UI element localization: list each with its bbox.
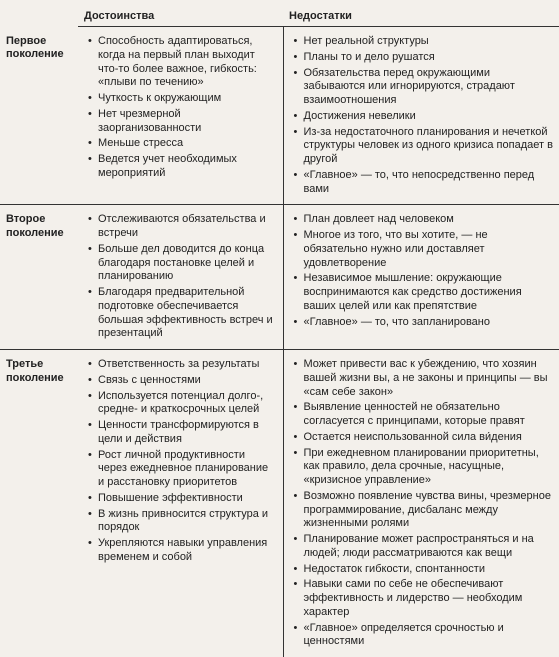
list-item: В жизнь привносится структура и порядок (98, 508, 277, 536)
list-item: Отслеживаются обязательства и встречи (98, 213, 277, 241)
list-item: Рост личной продуктивности через ежеднев… (98, 449, 277, 490)
list-item: Нет реальной структуры (304, 35, 554, 49)
list-item: Укрепляются навыки управления временем и… (98, 537, 277, 565)
header-empty (0, 0, 78, 27)
list-item: «Главное» — то, что непосредственно пере… (304, 169, 554, 197)
list-item: План довлеет над человеком (304, 213, 554, 227)
list-item: Недостаток гибкости, спонтанности (304, 563, 554, 577)
list-item: Планирование может распространяться и на… (304, 533, 554, 561)
list-item: Связь с ценностями (98, 374, 277, 388)
list-item: Обязательства перед окружающими забывают… (304, 67, 554, 108)
header-advantages: Достоинства (78, 0, 283, 27)
list-item: Независимое мышление: окружающие восприн… (304, 272, 554, 313)
list-item: Используется потенциал долго-, средне- и… (98, 390, 277, 418)
list-item: «Главное» определяется срочностью и ценн… (304, 622, 554, 650)
list-item: При ежедневном планировании приоритетны,… (304, 447, 554, 488)
row-gen1: Первое поколение Способность адаптироват… (0, 27, 559, 205)
list-item: Нет чрезмерной заорганизованности (98, 108, 277, 136)
list-item: Многое из того, что вы хотите, — не обяз… (304, 229, 554, 270)
cell-gen3-adv: Ответственность за результаты Связь с це… (78, 350, 283, 657)
list-item: Ответственность за результаты (98, 358, 277, 372)
cell-gen2-adv: Отслеживаются обязательства и встречи Бо… (78, 205, 283, 350)
rowlabel-gen3: Третье поколение (0, 350, 78, 657)
list-item: Способность адаптироваться, когда на пер… (98, 35, 277, 90)
list-item: Достижения невелики (304, 110, 554, 124)
list-item: Ведется учет необходимых мероприятий (98, 153, 277, 181)
list-item: «Главное» — то, что запланировано (304, 316, 554, 330)
list-item: Навыки сами по себе не обеспечивают эффе… (304, 578, 554, 619)
row-gen2: Второе поколение Отслеживаются обязатель… (0, 205, 559, 350)
list-item: Может привести вас к убеждению, что хозя… (304, 358, 554, 399)
rowlabel-gen1: Первое поколение (0, 27, 78, 205)
list-item: Чуткость к окружающим (98, 92, 277, 106)
row-gen3: Третье поколение Ответственность за резу… (0, 350, 559, 657)
header-disadvantages: Недостатки (283, 0, 559, 27)
list-item: Возможно появление чувства вины, чрезмер… (304, 490, 554, 531)
generations-table: Достоинства Недостатки Первое поколение … (0, 0, 559, 657)
list-item: Остается неиспользованной сила ви́дения (304, 431, 554, 445)
list-item: Повышение эффективности (98, 492, 277, 506)
cell-gen3-dis: Может привести вас к убеждению, что хозя… (283, 350, 559, 657)
list-item: Планы то и дело рушатся (304, 51, 554, 65)
list-item: Больше дел доводится до конца благодаря … (98, 243, 277, 284)
list-item: Меньше стресса (98, 137, 277, 151)
cell-gen1-adv: Способность адаптироваться, когда на пер… (78, 27, 283, 205)
list-item: Благодаря предварительной подготовке обе… (98, 286, 277, 341)
list-item: Выявление ценностей не обязательно согла… (304, 401, 554, 429)
cell-gen1-dis: Нет реальной структуры Планы то и дело р… (283, 27, 559, 205)
rowlabel-gen2: Второе поколение (0, 205, 78, 350)
list-item: Из-за недостаточного планирования и нече… (304, 126, 554, 167)
list-item: Ценности трансформируются в цели и дейст… (98, 419, 277, 447)
cell-gen2-dis: План довлеет над человеком Многое из тог… (283, 205, 559, 350)
